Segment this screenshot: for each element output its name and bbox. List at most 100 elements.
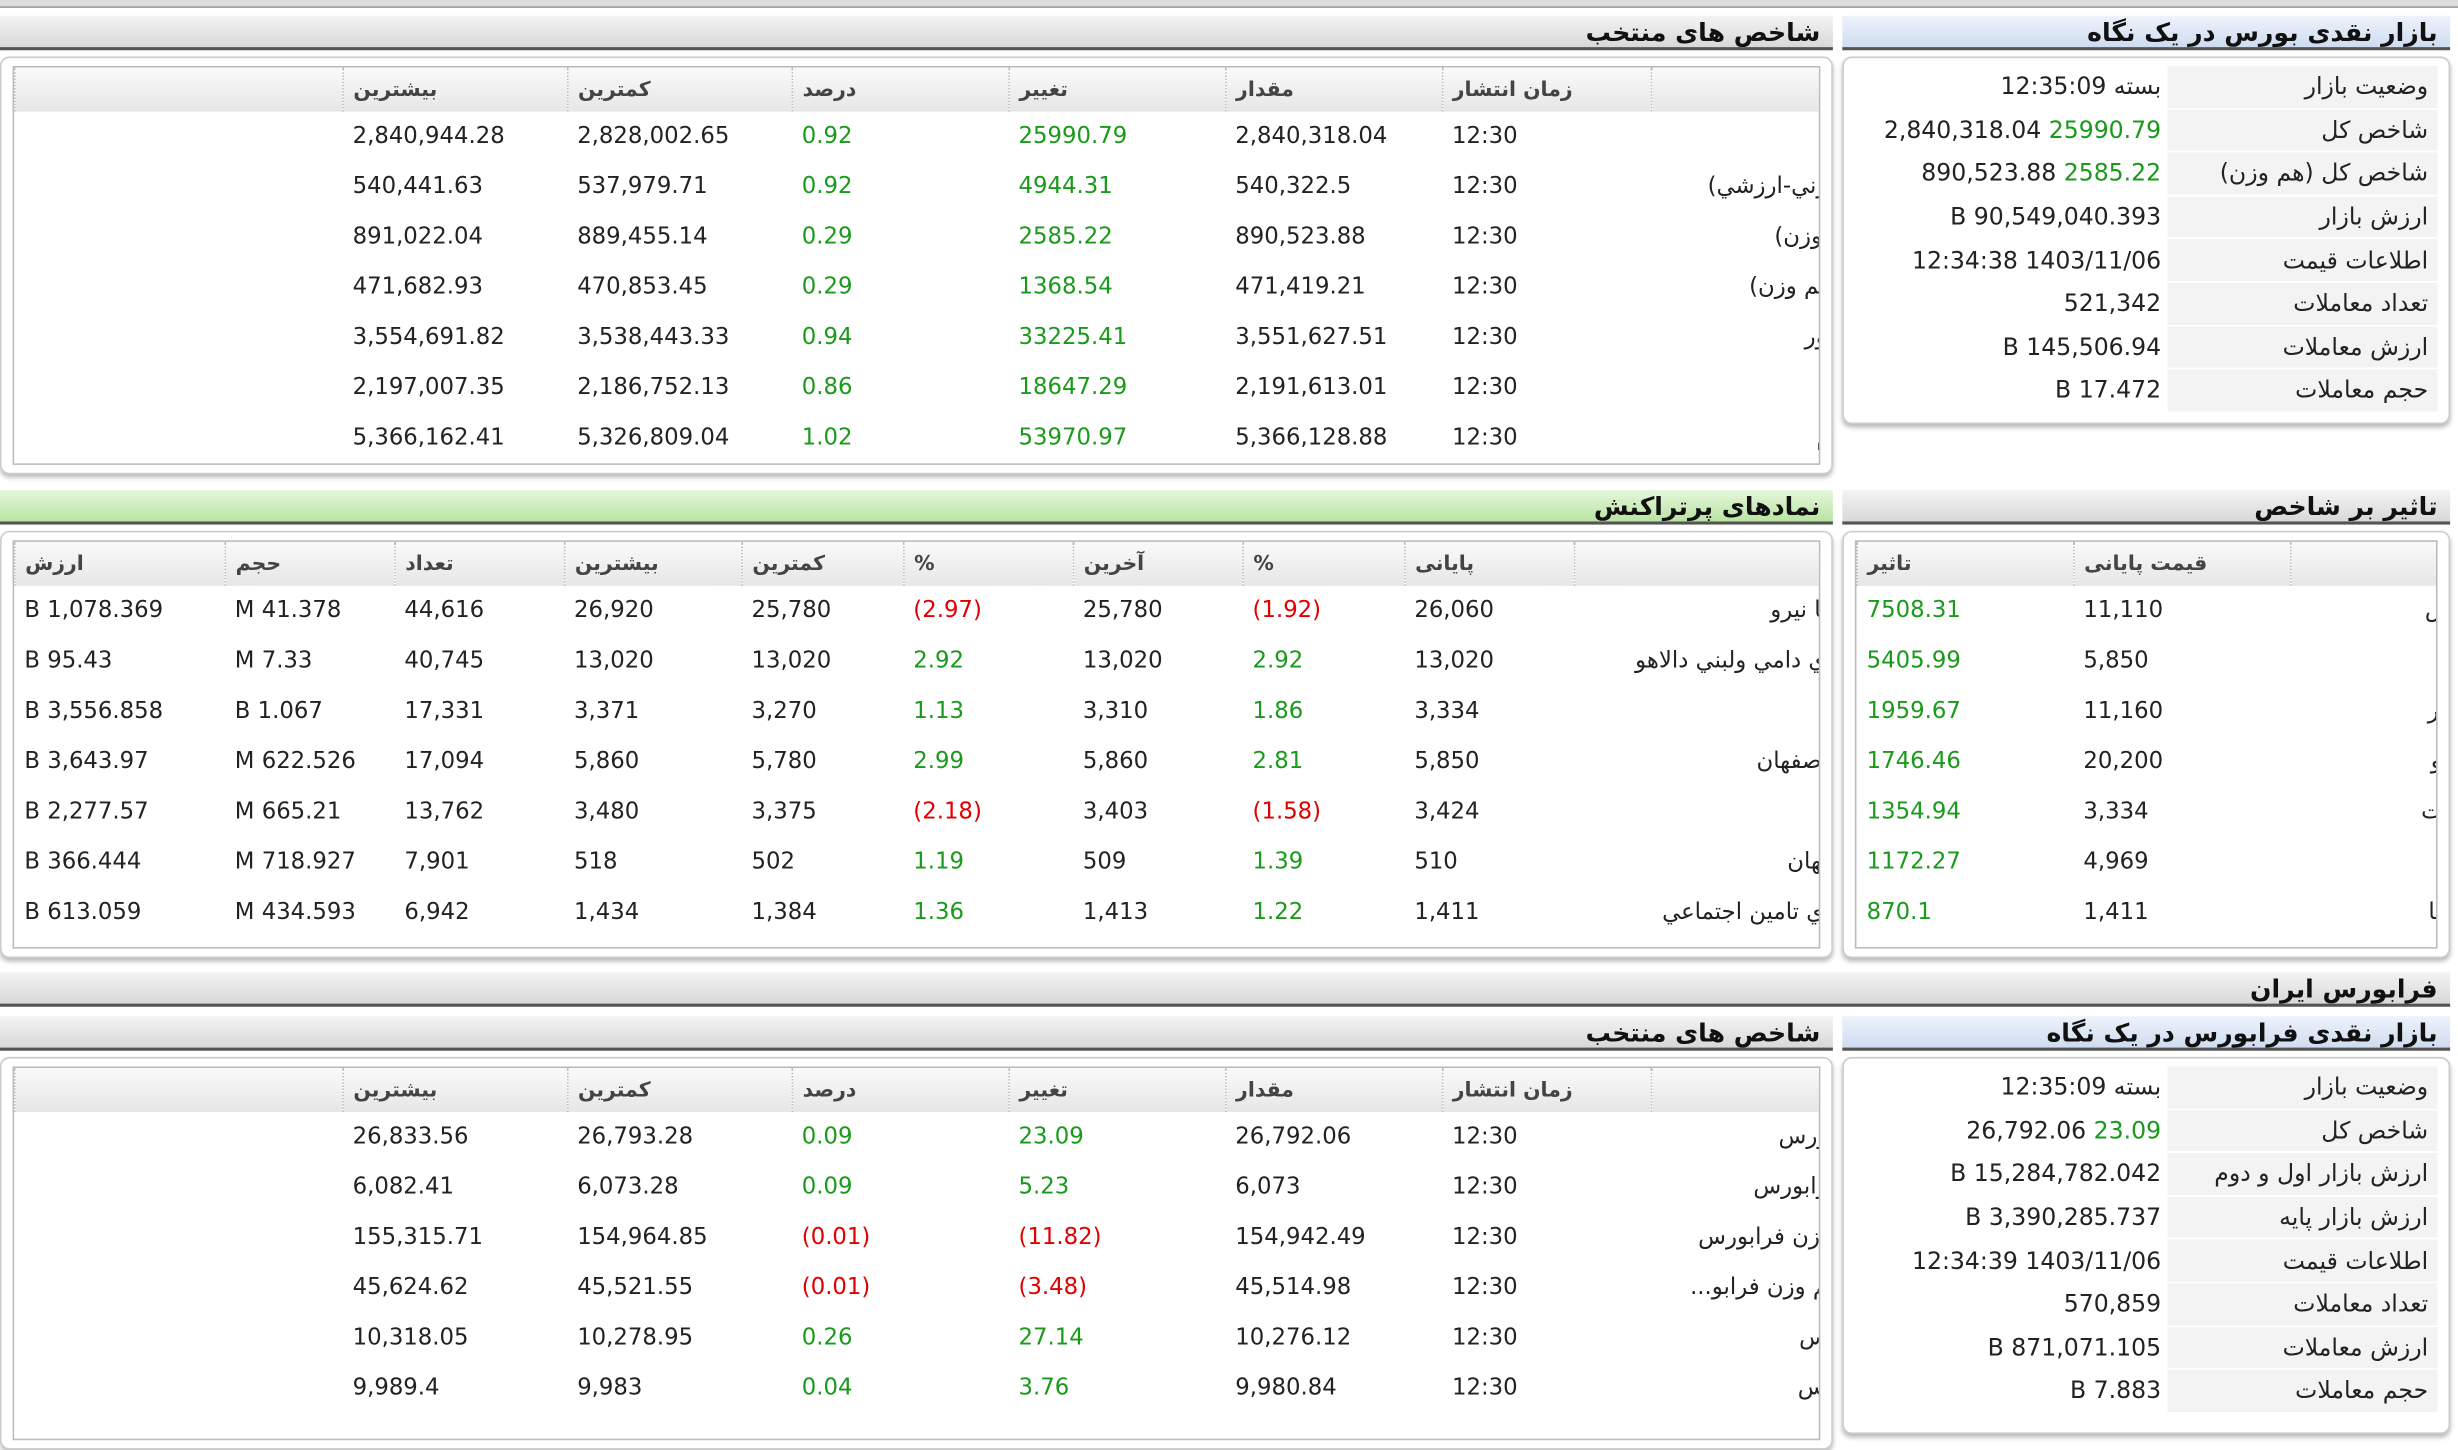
glance-value: 145,506.94 B xyxy=(1854,325,2168,370)
cell: 6,082.41 xyxy=(352,1174,455,1200)
cell: 12:30 xyxy=(1452,224,1518,250)
blank-cell xyxy=(15,1263,343,1313)
glance-number: 871,071.105 B xyxy=(1987,1333,2162,1362)
cell: 3,375 xyxy=(751,799,817,825)
column-header: شاخص xyxy=(1650,67,1819,112)
cell: غانيزان - فرآورده هاي دامي ولبني دالاهو xyxy=(1635,648,1819,674)
cell: 2,186,752.13 xyxy=(577,375,730,401)
column-header: % xyxy=(1242,541,1405,586)
cell: 2.92 xyxy=(1252,648,1304,674)
cell: 434.593 M xyxy=(234,899,356,926)
cell: بازار اول فرابورس xyxy=(1651,1313,1819,1363)
glance-number: بسته 12:35:09 xyxy=(2000,72,2162,101)
cell: (2.18) xyxy=(913,799,982,825)
cell: 2,191,613.01 xyxy=(1235,375,1388,401)
cell: 0.29 xyxy=(801,274,853,300)
glance-row: ارزش بازار اول و دوم 15,284,782.042 B xyxy=(1854,1152,2438,1197)
glance-box: وضعيت بازار بسته 12:35:09 شاخص كل 23.09 26,… xyxy=(1842,1057,2451,1434)
cell: 0.92 xyxy=(801,124,853,150)
column-header: پایانی xyxy=(1404,541,1575,586)
column-header: زمان انتشار xyxy=(1441,1068,1652,1112)
glance-number: 17.472 B xyxy=(2055,376,2162,405)
cell: 5,326,809.04 xyxy=(577,425,730,451)
header-row: نمادپایانی%آخرین%کمترینبیشترینتعدادحجمار… xyxy=(14,541,1819,586)
cell: 502 xyxy=(751,849,796,875)
cell: 665.21 M xyxy=(234,799,342,825)
glance-label: ارزش معاملات xyxy=(2167,1325,2438,1370)
blank-cell xyxy=(15,1162,343,1212)
cell: 41.378 M xyxy=(234,598,342,624)
cell: 10,276.12 xyxy=(1235,1325,1352,1351)
cell: 12:30 xyxy=(1452,1275,1518,1301)
glance-change: 23.09 xyxy=(2093,1116,2162,1145)
cell: 366.444 B xyxy=(24,849,142,875)
column-header: تعداد xyxy=(394,541,565,586)
table-inner: شاخصزمان انتشارمقدارتغییردرصدکمترینبیشتر… xyxy=(12,1066,1821,1441)
blank-cell xyxy=(15,313,343,363)
column-header: نماد xyxy=(2289,541,2437,586)
cell: شاخص كل xyxy=(1651,112,1818,162)
table-row: وبملت 3,334 1354.94 xyxy=(1857,787,2436,837)
cell: 718.927 M xyxy=(234,849,356,875)
cell: 622.526 M xyxy=(234,749,356,775)
blank-header xyxy=(14,1068,344,1112)
cell: 17,094 xyxy=(404,749,485,775)
header-row: شاخصزمان انتشارمقدارتغییردرصدکمترینبیشتر… xyxy=(14,1068,1819,1112)
glance-row: وضعيت بازار بسته 12:35:09 xyxy=(1854,1066,2438,1110)
cell: 4944.31 xyxy=(1018,174,1113,200)
column-header: شاخص xyxy=(1650,1068,1819,1112)
glance-row: شاخص كل (هم وزن) 2585.22 890,523.88 xyxy=(1854,151,2438,196)
table-row: بازار دوم فرابورس 12:30 9,980.84 3.76 0.04 9,… xyxy=(15,1363,1819,1413)
glance-value: 570,859 xyxy=(1854,1282,2168,1327)
cell: 7.33 M xyxy=(234,648,313,674)
cell: 26,920 xyxy=(574,598,654,624)
blank-cell xyxy=(15,262,343,312)
cell: 1354.94 xyxy=(1866,799,1961,825)
cell: 1.22 xyxy=(1252,899,1304,926)
column-header: درصد xyxy=(791,67,1010,112)
cell: 155,315.71 xyxy=(352,1225,484,1251)
cell: 5,850 xyxy=(2083,648,2149,674)
table-inner: نمادقیمت پایانیتاثیرفارس11,1107508.31فول… xyxy=(1854,540,2438,949)
cell: 12:30 xyxy=(1452,425,1518,451)
cell: 11,160 xyxy=(2083,698,2164,725)
cell: (1.92) xyxy=(1252,598,1322,624)
table-row: بازار اول فرابورس 12:30 10,276.12 27.14 0.26… xyxy=(15,1313,1819,1363)
cell: 3,371 xyxy=(574,698,640,725)
glance-change: 2585.22 xyxy=(2063,159,2162,188)
cell: 26,833.56 xyxy=(352,1124,469,1150)
cell: 5,860 xyxy=(574,749,640,775)
data-table: نمادقیمت پایانیتاثیرفارس11,1107508.31فول… xyxy=(1856,541,2437,938)
glance-value: 871,071.105 B xyxy=(1854,1325,2168,1370)
cell: 12:30 xyxy=(1452,325,1518,351)
glance-label: وضعيت بازار xyxy=(2167,65,2438,110)
cell: 0.86 xyxy=(801,375,853,401)
section-title: شاخص های منتخب xyxy=(0,15,1833,51)
cell: 12:30 xyxy=(1452,1375,1518,1401)
cell: 870.1 xyxy=(1866,899,1932,926)
cell: 3,538,443.33 xyxy=(577,325,730,351)
table-row: غانيزان - فرآورده هاي دامي ولبني دالاهو 1… xyxy=(15,636,1819,686)
cell: شستا - سرمايه گذاري تامين اجتماعي xyxy=(1662,899,1819,926)
glance-row: اطلاعات قيمت 1403/11/06 12:34:39 xyxy=(1854,1239,2438,1284)
cell: 5.23 xyxy=(1018,1174,1070,1200)
blank-cell xyxy=(15,112,343,162)
cell: 3.76 xyxy=(1018,1375,1070,1401)
cell: 7508.31 xyxy=(1866,598,1961,624)
cell: وغدير xyxy=(2291,686,2436,736)
table-row: فارس 11,110 7508.31 xyxy=(1857,586,2436,636)
glance-number: 890,523.88 xyxy=(1921,159,2057,188)
glance-number: 90,549,040.393 B xyxy=(1950,202,2162,232)
cell: ذوب - ذوب آهن اصفهان xyxy=(1787,849,1821,875)
blank-cell xyxy=(15,1363,343,1413)
cell: 12:30 xyxy=(1452,274,1518,300)
cell: 3,551,627.51 xyxy=(1235,325,1388,351)
table-row: شستا - سرمايه گذاري تامين اجتماعي 1,411 1.… xyxy=(15,887,1819,937)
section-title: تاثیر بر شاخص xyxy=(1842,490,2451,525)
cell: 12:30 xyxy=(1452,1124,1518,1150)
glance-label: اطلاعات قيمت xyxy=(2167,1239,2438,1284)
cell: 891,022.04 xyxy=(352,224,484,250)
cell: شاخص قيمت (هم وزن) xyxy=(1749,274,1820,300)
cell: 1.36 xyxy=(913,899,965,926)
